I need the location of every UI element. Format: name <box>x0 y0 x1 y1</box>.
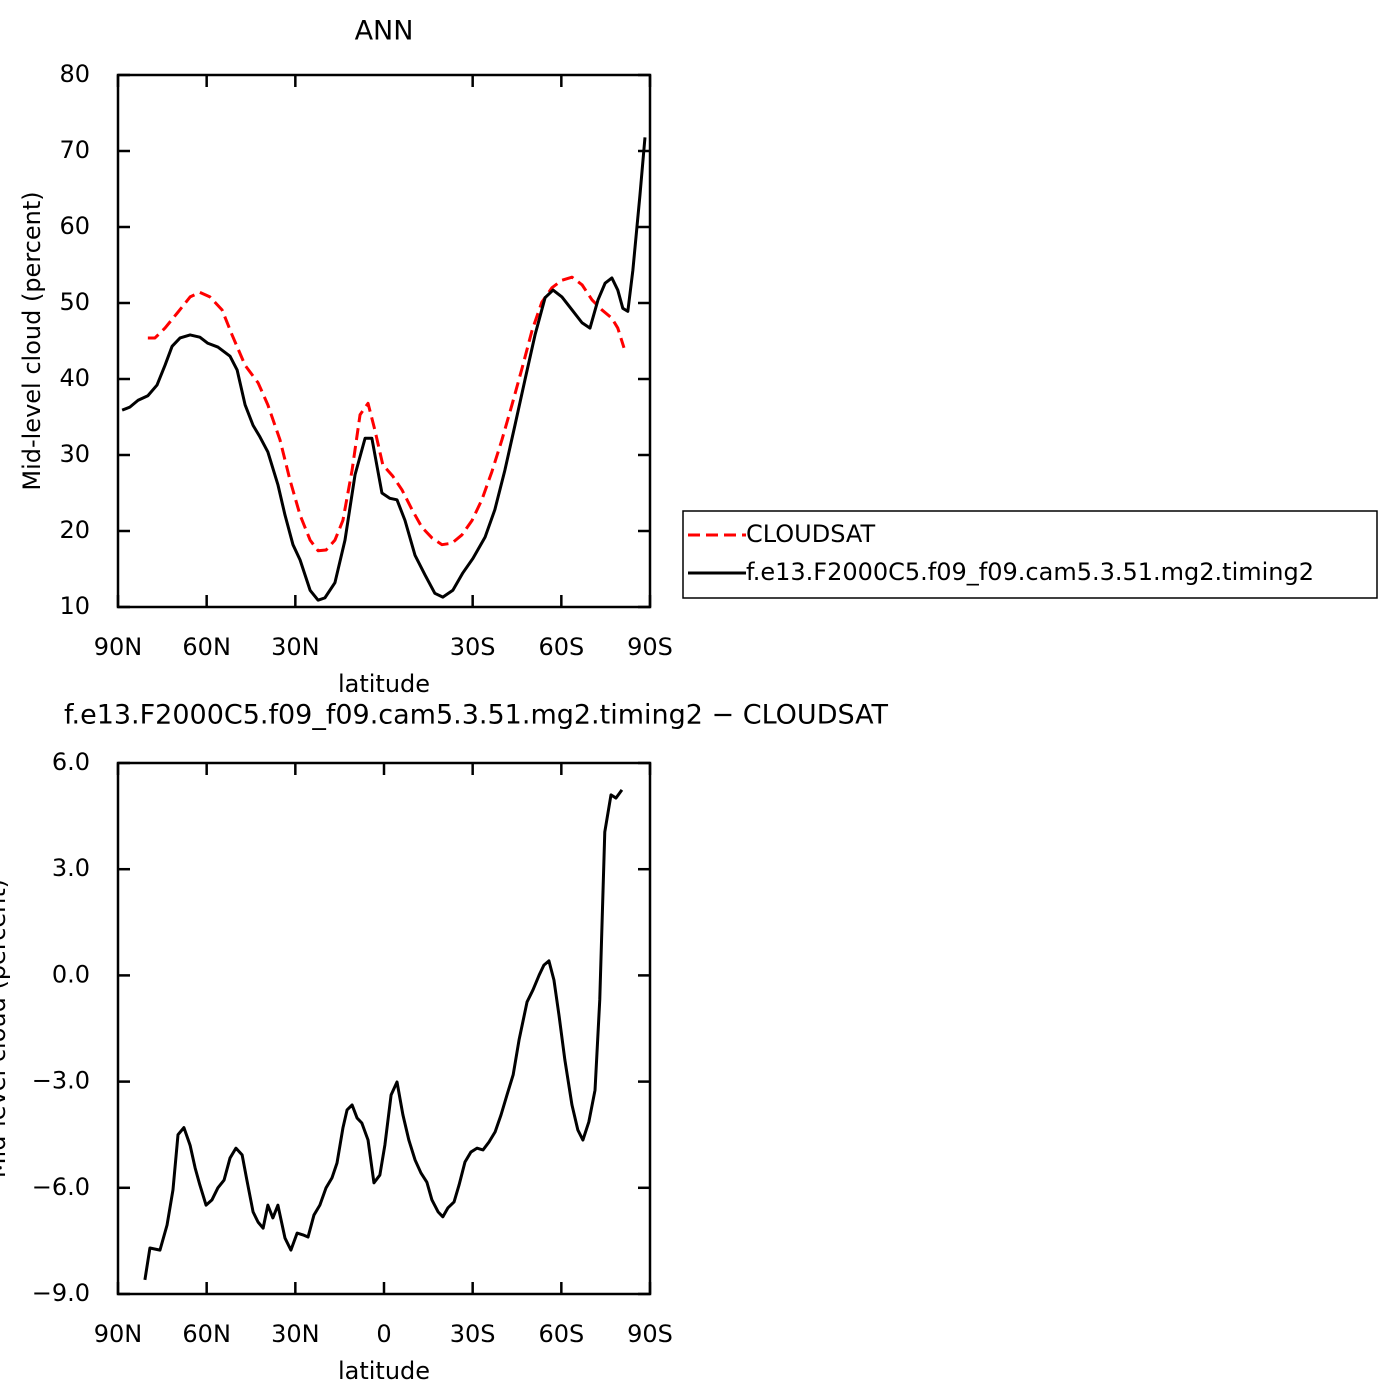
chart-title: ANN <box>355 16 414 47</box>
y-axis-label: Mid-level cloud (percent) <box>18 191 46 490</box>
x-tick-label: 30S <box>450 633 496 661</box>
x-tick-label: 60N <box>182 633 231 661</box>
legend-label: CLOUDSAT <box>746 520 875 548</box>
x-tick-label: 60S <box>538 633 584 661</box>
x-tick-label: 90S <box>627 1320 673 1348</box>
x-tick-label: 30N <box>271 1320 320 1348</box>
x-tick-label: 0 <box>376 1320 391 1348</box>
y-tick-label: 30 <box>59 440 90 468</box>
x-axis-label: latitude <box>338 670 430 698</box>
x-tick-label: 30N <box>271 633 320 661</box>
x-tick-label: 30S <box>450 1320 496 1348</box>
y-axis-label: Mid-level cloud (percent) <box>0 879 11 1178</box>
y-tick-label: 50 <box>59 288 90 316</box>
x-tick-label: 90S <box>627 633 673 661</box>
y-tick-label: 60 <box>59 212 90 240</box>
x-axis-label: latitude <box>338 1357 430 1385</box>
y-tick-label: 20 <box>59 516 90 544</box>
y-tick-label: 40 <box>59 364 90 392</box>
data-line <box>143 789 624 1281</box>
y-tick-label: 80 <box>59 60 90 88</box>
legend-box <box>682 510 1378 599</box>
y-tick-label: −3.0 <box>32 1067 90 1095</box>
plot-frame <box>116 761 652 1296</box>
x-tick-label: 60N <box>182 1320 231 1348</box>
y-tick-label: −9.0 <box>32 1279 90 1307</box>
x-tick-label: 60S <box>538 1320 584 1348</box>
y-tick-label: 70 <box>59 136 90 164</box>
y-tick-label: −6.0 <box>32 1173 90 1201</box>
chart-title: f.e13.F2000C5.f09_f09.cam5.3.51.mg2.timi… <box>64 700 889 731</box>
x-tick-label: 90N <box>94 633 143 661</box>
legend-label: f.e13.F2000C5.f09_f09.cam5.3.51.mg2.timi… <box>746 558 1314 586</box>
plot-frame <box>116 73 652 609</box>
y-tick-label: 0.0 <box>52 960 90 988</box>
data-line <box>147 275 626 553</box>
y-tick-label: 3.0 <box>52 854 90 882</box>
x-tick-label: 90N <box>94 1320 143 1348</box>
data-line <box>121 137 647 602</box>
y-tick-label: 10 <box>59 592 90 620</box>
y-tick-label: 6.0 <box>52 748 90 776</box>
